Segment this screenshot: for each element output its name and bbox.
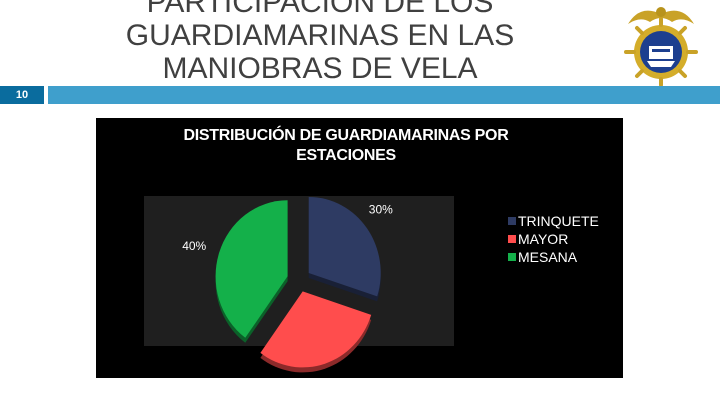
data-label-trinquete: 30% <box>369 203 393 217</box>
chart-container: DISTRIBUCIÓN DE GUARDIAMARINAS POR ESTAC… <box>96 118 623 378</box>
data-label-mesana: 40% <box>182 239 206 253</box>
legend-item-mesana: MESANA <box>508 248 599 266</box>
pie-slice-trinquete <box>308 196 381 297</box>
naval-emblem-icon <box>624 7 698 87</box>
chart-title: DISTRIBUCIÓN DE GUARDIAMARINAS POR ESTAC… <box>96 126 596 166</box>
legend-swatch-trinquete <box>508 217 516 225</box>
header-accent-bar <box>48 86 720 104</box>
page-number: 10 <box>0 86 44 104</box>
slide-title: PARTICIPACIÓN DE LOS GUARDIAMARINAS EN L… <box>60 0 580 85</box>
pie-chart: 30%30%40% <box>144 196 454 373</box>
slide-title-line-2: MANIOBRAS DE VELA <box>162 52 478 85</box>
chart-title-line-1: DISTRIBUCIÓN DE GUARDIAMARINAS POR <box>183 127 509 144</box>
slide-title-line-1: GUARDIAMARINAS EN LAS <box>125 19 515 52</box>
legend-label-mayor: MAYOR <box>518 231 569 247</box>
chart-legend: TRINQUETE MAYOR MESANA <box>508 212 599 266</box>
chart-title-line-2: ESTACIONES <box>296 147 396 164</box>
legend-swatch-mesana <box>508 253 516 261</box>
legend-item-trinquete: TRINQUETE <box>508 212 599 230</box>
legend-label-mesana: MESANA <box>518 249 578 265</box>
pie-slice-mayor <box>260 291 372 368</box>
legend-label-trinquete: TRINQUETE <box>518 213 599 229</box>
slide-title-line-partial: PARTICIPACIÓN DE LOS <box>146 0 494 19</box>
legend-swatch-mayor <box>508 235 516 243</box>
legend-item-mayor: MAYOR <box>508 230 599 248</box>
pie-slice-mesana <box>215 200 288 338</box>
